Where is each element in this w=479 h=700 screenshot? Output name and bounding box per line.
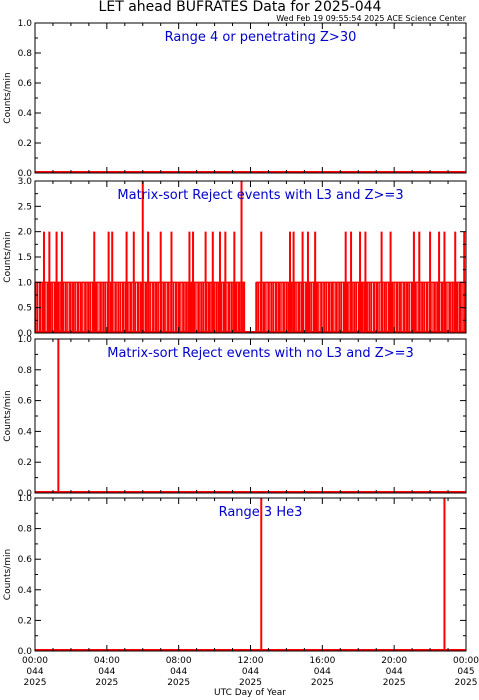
x-tick-label: 045 xyxy=(457,667,474,677)
x-tick-label: 2025 xyxy=(95,678,118,688)
y-tick-label: 1.5 xyxy=(18,253,32,263)
x-tick-label: 044 xyxy=(98,667,115,677)
timestamp-label: Wed Feb 19 09:55:54 2025 ACE Science Cen… xyxy=(276,14,466,23)
x-tick-label: 2025 xyxy=(311,678,334,688)
panel-frame xyxy=(34,497,467,652)
y-tick-label: 0.2 xyxy=(18,139,32,149)
x-tick-label: 08:00 xyxy=(166,656,192,666)
panel-title: Range 3 He3 xyxy=(219,505,303,520)
y-tick-label: 0.2 xyxy=(18,458,32,468)
y-tick-label: 0.6 xyxy=(18,397,33,407)
x-tick-label: 044 xyxy=(26,667,43,677)
x-tick-label: 16:00 xyxy=(309,656,335,666)
y-tick-label: 0.6 xyxy=(18,555,33,565)
y-tick-label: 1.0 xyxy=(18,19,33,29)
chart-title: LET ahead BUFRATES Data for 2025-044 xyxy=(99,0,382,15)
y-axis-label: Counts/min xyxy=(3,549,13,600)
y-tick-label: 0.6 xyxy=(18,79,33,89)
x-tick-label: 044 xyxy=(242,667,259,677)
y-tick-label: 0.4 xyxy=(18,427,33,437)
y-tick-label: 0.2 xyxy=(18,616,32,626)
panel-4: 0.0 0.2 0.4 0.6 0.8 1.0 Counts/min Range 3 He3 xyxy=(3,494,467,657)
y-tick-label: 0.4 xyxy=(18,109,33,119)
x-tick-label: 2025 xyxy=(383,678,406,688)
y-tick-label: 0.5 xyxy=(18,304,32,314)
x-tick-label: 2025 xyxy=(24,678,47,688)
y-tick-label: 0.8 xyxy=(18,49,33,59)
panel-title: Matrix-sort Reject events with no L3 and… xyxy=(107,346,414,361)
panel-title: Range 4 or penetrating Z>30 xyxy=(165,30,357,45)
y-tick-label: 0.0 xyxy=(18,489,33,499)
y-tick-label: 1.0 xyxy=(18,335,33,345)
y-tick-label: 1.0 xyxy=(18,278,33,288)
x-tick-label: 12:00 xyxy=(238,656,264,666)
x-tick-label: 00:00 xyxy=(453,656,479,666)
x-tick-label: 00:00 xyxy=(22,656,48,666)
y-tick-label: 0.4 xyxy=(18,586,33,596)
y-axis-label: Counts/min xyxy=(3,231,13,282)
y-tick-label: 0.8 xyxy=(18,525,33,535)
y-axis-label: Counts/min xyxy=(3,390,13,441)
x-tick-label: 2025 xyxy=(167,678,190,688)
y-tick-label: 0.0 xyxy=(18,169,33,179)
panel-title: Matrix-sort Reject events with L3 and Z>… xyxy=(117,188,403,203)
x-axis: 00:00044202504:00044202508:00044202512:0… xyxy=(22,656,479,688)
panel-frame xyxy=(34,338,467,494)
y-tick-label: 0.8 xyxy=(18,366,33,376)
x-axis-label: UTC Day of Year xyxy=(214,688,286,698)
y-axis-label: Counts/min xyxy=(3,72,13,123)
x-tick-label: 2025 xyxy=(455,678,478,688)
y-tick-label: 1.0 xyxy=(18,494,33,504)
y-tick-label: 2.0 xyxy=(18,228,33,238)
y-tick-label: 0.0 xyxy=(18,647,33,657)
panel-3: 0.0 0.2 0.4 0.6 0.8 1.0 Counts/min Matrix-sort … xyxy=(3,335,467,499)
x-tick-label: 04:00 xyxy=(94,656,120,666)
x-tick-label: 2025 xyxy=(239,678,262,688)
x-tick-label: 044 xyxy=(386,667,403,677)
y-tick-label: 2.5 xyxy=(18,202,32,212)
x-tick-label: 20:00 xyxy=(381,656,407,666)
x-tick-label: 044 xyxy=(314,667,331,677)
panel-2: 0.0 0.5 1.0 1.5 2.0 2.5 3.0 Counts/min Matrix-so… xyxy=(3,177,467,339)
panel-frame xyxy=(34,22,467,174)
y-tick-label: 3.0 xyxy=(18,177,33,187)
panels-group: 0.0 0.2 0.4 0.6 0.8 1.0 Counts/min Range 4 or p… xyxy=(3,19,467,657)
y-tick-label: 0.0 xyxy=(18,329,33,339)
x-tick-label: 044 xyxy=(170,667,187,677)
panel-1: 0.0 0.2 0.4 0.6 0.8 1.0 Counts/min Range 4 or p… xyxy=(3,19,467,179)
